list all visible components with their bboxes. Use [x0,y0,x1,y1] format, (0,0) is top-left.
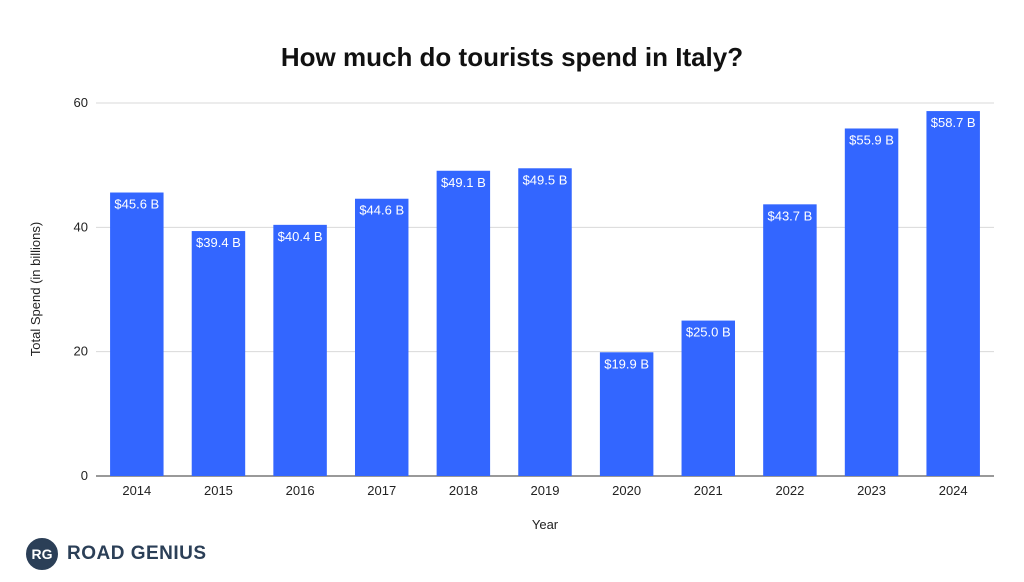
road-genius-logo: RG ROAD GENIUS [26,537,207,571]
x-tick-label: 2016 [286,483,315,498]
bar-2020 [599,352,654,476]
bar-data-label: $39.4 B [196,235,241,250]
y-tick-label: 40 [74,219,88,234]
x-tick-label: 2024 [939,483,968,498]
bar-2018 [436,170,491,477]
bar-2022 [763,204,817,476]
bar-data-label: $25.0 B [686,325,731,340]
bar-2023 [844,128,899,476]
bar-2021 [681,320,736,476]
x-tick-label: 2023 [857,483,886,498]
x-tick-label: 2022 [775,483,804,498]
rg-logo-icon: RG [26,538,58,570]
bar-2017 [354,198,409,476]
x-tick-label: 2014 [122,483,151,498]
bar-2016 [273,224,327,476]
bar-2015 [191,231,246,476]
bar-data-label: $49.5 B [523,172,568,187]
bar-data-label: $45.6 B [114,197,159,212]
bar-data-label: $58.7 B [931,115,976,130]
y-tick-label: 0 [81,468,88,483]
x-tick-label: 2020 [612,483,641,498]
x-tick-label: 2018 [449,483,478,498]
x-tick-label: 2021 [694,483,723,498]
bars: $45.6 B $39.4 B $40.4 B $44.6 B $49.1 B $49.5… [110,111,980,477]
bar-data-label: $19.9 B [604,356,649,371]
y-axis-title: Total Spend (in billions) [28,222,43,356]
bar-data-label: $44.6 B [359,203,404,218]
y-tick-labels: 0 20 40 60 [74,95,88,483]
x-tick-label: 2015 [204,483,233,498]
x-axis-title: Year [532,517,559,532]
bar-2014 [110,192,164,476]
chart-title: How much do tourists spend in Italy? [280,42,744,72]
x-tick-label: 2019 [531,483,560,498]
y-tick-label: 20 [74,344,88,359]
bar-data-label: $55.9 B [849,132,894,147]
logo-text: ROAD GENIUS [67,543,207,564]
bar-data-label: $43.7 B [767,208,812,223]
x-tick-label: 2017 [367,483,396,498]
bar-data-label: $40.4 B [278,229,323,244]
bar-data-label: $49.1 B [441,175,486,190]
bar-2024 [926,111,980,476]
bar-2019 [518,168,572,476]
x-tick-labels: 2014 2015 2016 2017 2018 2019 2020 2021 2022 2023… [122,483,967,498]
y-tick-label: 60 [74,95,88,110]
